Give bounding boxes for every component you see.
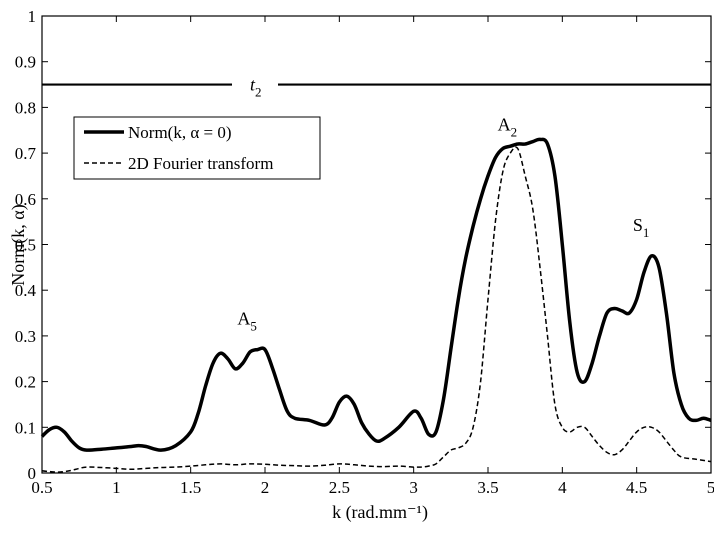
series-line-fourier — [41, 146, 712, 473]
y-tick-label: 0.3 — [15, 327, 36, 346]
x-tick-label: 5 — [707, 478, 714, 497]
y-tick-label: 1 — [28, 7, 37, 26]
y-tick-label: 0 — [28, 464, 37, 483]
x-tick-label: 4 — [558, 478, 567, 497]
x-tick-label: 2.5 — [329, 478, 350, 497]
x-tick-label: 3.5 — [477, 478, 498, 497]
y-tick-label: 0.4 — [15, 281, 37, 300]
y-tick-label: 0.1 — [15, 418, 36, 437]
legend-box — [73, 116, 321, 180]
legend-label-dashed: 2D Fourier transform — [128, 154, 273, 173]
y-tick-label: 0.6 — [15, 190, 36, 209]
annotation-sub: 2 — [511, 124, 518, 139]
x-axis-label: k (rad.mm⁻¹) — [332, 502, 428, 523]
y-tick-label: 0.7 — [15, 144, 37, 163]
y-tick-label: 0.9 — [15, 53, 36, 72]
axis-ticks: 0.5 1 1.5 2 2.5 3 3.5 4 4.5 5 0 0.1 0.2 0.3 0.4 0.5 0.6 0… — [15, 7, 714, 497]
reference-line-label: t2 — [250, 75, 262, 100]
legend: Norm(k, α = 0) 2D Fourier transform — [73, 116, 321, 180]
reference-line-label-sub: 2 — [255, 85, 262, 100]
x-tick-label: 3 — [409, 478, 418, 497]
x-tick-label: 2 — [261, 478, 270, 497]
annotation-sub: 5 — [250, 318, 257, 333]
y-tick-label: 0.5 — [15, 236, 36, 255]
x-tick-label: 1.5 — [180, 478, 201, 497]
y-tick-label: 0.2 — [15, 373, 36, 392]
x-tick-label: 4.5 — [626, 478, 647, 497]
annotation-sub: 1 — [643, 225, 650, 240]
legend-label-solid: Norm(k, α = 0) — [128, 123, 231, 142]
y-axis-label: Norm(k, α) — [8, 204, 29, 285]
x-tick-label: 1 — [112, 478, 121, 497]
y-tick-label: 0.8 — [15, 98, 36, 117]
series-line-norm — [40, 137, 712, 452]
x-tick-label: 0.5 — [31, 478, 52, 497]
